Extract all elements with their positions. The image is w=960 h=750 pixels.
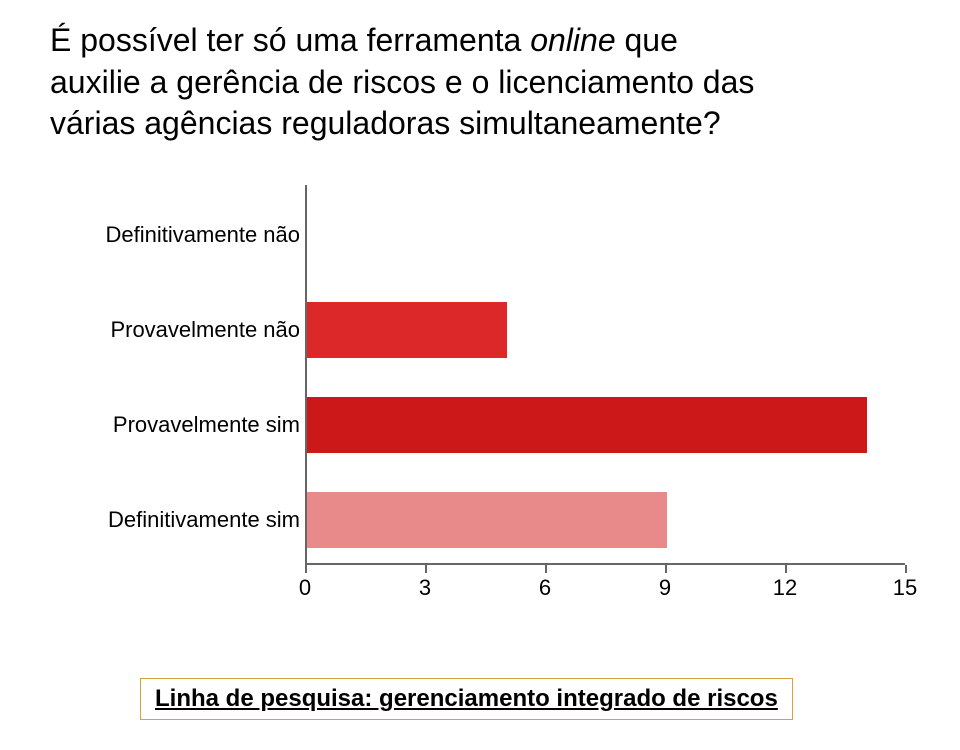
- x-axis: [305, 563, 905, 565]
- x-tick: [305, 565, 307, 573]
- plot-area: 03691215: [305, 185, 905, 565]
- y-label-1: Provavelmente não: [110, 317, 300, 343]
- title-line1-suffix: que: [616, 22, 678, 58]
- x-tick: [425, 565, 427, 573]
- y-label-3: Definitivamente sim: [108, 507, 300, 533]
- x-tick-label: 3: [419, 575, 431, 601]
- y-label-0: Definitivamente não: [106, 222, 300, 248]
- x-tick-label: 9: [659, 575, 671, 601]
- bar-chart: 03691215 Definitivamente nãoProvavelment…: [40, 185, 920, 635]
- page-title: É possível ter só uma ferramenta online …: [0, 0, 960, 155]
- x-tick-label: 6: [539, 575, 551, 601]
- footer-text: Linha de pesquisa: gerenciamento integra…: [155, 685, 778, 712]
- x-tick-label: 0: [299, 575, 311, 601]
- title-line2: auxilie a gerência de riscos e o licenci…: [50, 64, 754, 100]
- bar-2: [307, 397, 867, 453]
- x-tick-label: 15: [893, 575, 917, 601]
- y-label-2: Provavelmente sim: [113, 412, 300, 438]
- x-tick: [905, 565, 907, 573]
- x-tick: [545, 565, 547, 573]
- x-tick-label: 12: [773, 575, 797, 601]
- bar-1: [307, 302, 507, 358]
- x-tick: [785, 565, 787, 573]
- title-line3: várias agências reguladoras simultaneame…: [50, 105, 721, 141]
- bar-3: [307, 492, 667, 548]
- title-line1-italic: online: [530, 22, 615, 58]
- footer-box: Linha de pesquisa: gerenciamento integra…: [140, 678, 793, 720]
- title-line1-prefix: É possível ter só uma ferramenta: [50, 22, 530, 58]
- x-tick: [665, 565, 667, 573]
